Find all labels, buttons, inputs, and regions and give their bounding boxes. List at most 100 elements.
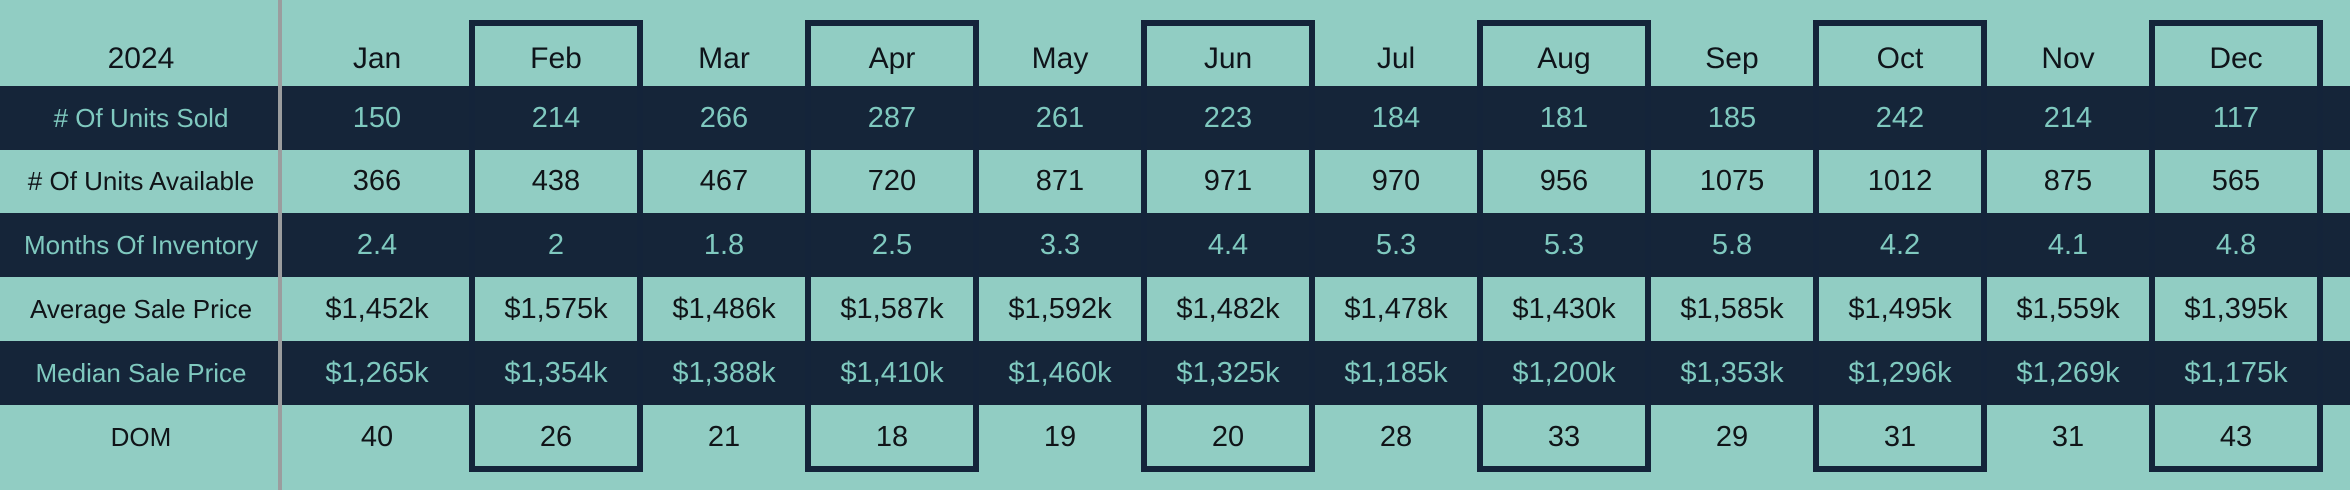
month-header-oct: Oct	[1816, 0, 1984, 86]
table-cell-average-sale-price-nov: $1,559k	[1984, 277, 2152, 341]
table-cell-of-units-sold-sep: 185	[1648, 86, 1816, 150]
month-header-jun: Jun	[1144, 0, 1312, 86]
month-header-jan: Jan	[282, 0, 472, 86]
table-cell-average-sale-price-oct: $1,495k	[1816, 277, 1984, 341]
row-filler-cell	[2320, 150, 2350, 213]
label-column-divider	[278, 0, 282, 490]
table-cell-median-sale-price-oct: $1,296k	[1816, 341, 1984, 405]
row-filler-cell	[2320, 86, 2350, 150]
table-cell-months-of-inventory-jun: 4.4	[1144, 213, 1312, 277]
table-cell-months-of-inventory-sep: 5.8	[1648, 213, 1816, 277]
table-cell-median-sale-price-apr: $1,410k	[808, 341, 976, 405]
table-cell-of-units-sold-jan: 150	[282, 86, 472, 150]
table-cell-of-units-available-mar: 467	[640, 150, 808, 213]
table-cell-dom-jul: 28	[1312, 405, 1480, 469]
month-header-may: May	[976, 0, 1144, 86]
month-header-aug: Aug	[1480, 0, 1648, 86]
row-filler-cell	[2320, 405, 2350, 469]
table-cell-average-sale-price-sep: $1,585k	[1648, 277, 1816, 341]
table-cell-median-sale-price-jul: $1,185k	[1312, 341, 1480, 405]
table-cell-of-units-available-nov: 875	[1984, 150, 2152, 213]
table-cell-of-units-sold-dec: 117	[2152, 86, 2320, 150]
table-cell-average-sale-price-may: $1,592k	[976, 277, 1144, 341]
row-label-of-units-available: # Of Units Available	[0, 150, 282, 213]
row-filler-cell	[2320, 213, 2350, 277]
table-cell-dom-dec: 43	[2152, 405, 2320, 469]
table-cell-average-sale-price-mar: $1,486k	[640, 277, 808, 341]
table-cell-median-sale-price-may: $1,460k	[976, 341, 1144, 405]
table-cell-median-sale-price-sep: $1,353k	[1648, 341, 1816, 405]
table-cell-median-sale-price-jun: $1,325k	[1144, 341, 1312, 405]
table-cell-of-units-available-dec: 565	[2152, 150, 2320, 213]
month-header-apr: Apr	[808, 0, 976, 86]
table-cell-of-units-available-jan: 366	[282, 150, 472, 213]
row-label-dom: DOM	[0, 405, 282, 469]
table-cell-of-units-sold-jul: 184	[1312, 86, 1480, 150]
table-cell-dom-nov: 31	[1984, 405, 2152, 469]
table-cell-average-sale-price-feb: $1,575k	[472, 277, 640, 341]
row-filler-cell	[2320, 341, 2350, 405]
table-cell-of-units-available-sep: 1075	[1648, 150, 1816, 213]
table-cell-dom-sep: 29	[1648, 405, 1816, 469]
table-cell-dom-apr: 18	[808, 405, 976, 469]
table-cell-median-sale-price-feb: $1,354k	[472, 341, 640, 405]
table-cell-of-units-available-may: 871	[976, 150, 1144, 213]
row-label-median-sale-price: Median Sale Price	[0, 341, 282, 405]
table-cell-of-units-available-oct: 1012	[1816, 150, 1984, 213]
table-cell-dom-feb: 26	[472, 405, 640, 469]
table-cell-of-units-sold-nov: 214	[1984, 86, 2152, 150]
table-cell-of-units-available-jun: 971	[1144, 150, 1312, 213]
table-cell-months-of-inventory-feb: 2	[472, 213, 640, 277]
table-cell-months-of-inventory-nov: 4.1	[1984, 213, 2152, 277]
table-cell-of-units-sold-apr: 287	[808, 86, 976, 150]
table-cell-of-units-available-apr: 720	[808, 150, 976, 213]
table-cell-of-units-available-aug: 956	[1480, 150, 1648, 213]
month-header-sep: Sep	[1648, 0, 1816, 86]
table-cell-average-sale-price-apr: $1,587k	[808, 277, 976, 341]
table-cell-average-sale-price-jan: $1,452k	[282, 277, 472, 341]
table-cell-months-of-inventory-aug: 5.3	[1480, 213, 1648, 277]
table-cell-months-of-inventory-jul: 5.3	[1312, 213, 1480, 277]
month-header-nov: Nov	[1984, 0, 2152, 86]
table-cell-of-units-sold-aug: 181	[1480, 86, 1648, 150]
table-cell-dom-may: 19	[976, 405, 1144, 469]
row-filler-cell	[2320, 277, 2350, 341]
table-cell-months-of-inventory-dec: 4.8	[2152, 213, 2320, 277]
header-filler-cell	[2320, 0, 2350, 86]
table-cell-months-of-inventory-oct: 4.2	[1816, 213, 1984, 277]
table-cell-median-sale-price-dec: $1,175k	[2152, 341, 2320, 405]
table-cell-average-sale-price-jul: $1,478k	[1312, 277, 1480, 341]
table-cell-dom-jan: 40	[282, 405, 472, 469]
table-cell-of-units-sold-mar: 266	[640, 86, 808, 150]
table-cell-of-units-sold-may: 261	[976, 86, 1144, 150]
table-cell-average-sale-price-jun: $1,482k	[1144, 277, 1312, 341]
table-cell-median-sale-price-nov: $1,269k	[1984, 341, 2152, 405]
year-header-cell: 2024	[0, 0, 282, 86]
table-cell-months-of-inventory-mar: 1.8	[640, 213, 808, 277]
table-cell-months-of-inventory-apr: 2.5	[808, 213, 976, 277]
table-cell-months-of-inventory-jan: 2.4	[282, 213, 472, 277]
table-cell-dom-aug: 33	[1480, 405, 1648, 469]
table-cell-of-units-available-jul: 970	[1312, 150, 1480, 213]
month-header-jul: Jul	[1312, 0, 1480, 86]
table-cell-months-of-inventory-may: 3.3	[976, 213, 1144, 277]
table-cell-of-units-available-feb: 438	[472, 150, 640, 213]
table-cell-of-units-sold-jun: 223	[1144, 86, 1312, 150]
table-cell-of-units-sold-oct: 242	[1816, 86, 1984, 150]
month-header-dec: Dec	[2152, 0, 2320, 86]
table-cell-median-sale-price-aug: $1,200k	[1480, 341, 1648, 405]
data-table: 2024 Jan Feb Mar Apr May Jun Jul Aug Sep Oct Nov Dec…	[0, 0, 2350, 469]
table-cell-median-sale-price-mar: $1,388k	[640, 341, 808, 405]
table-cell-of-units-sold-feb: 214	[472, 86, 640, 150]
table-cell-average-sale-price-aug: $1,430k	[1480, 277, 1648, 341]
table-cell-dom-mar: 21	[640, 405, 808, 469]
row-label-of-units-sold: # Of Units Sold	[0, 86, 282, 150]
table-cell-dom-oct: 31	[1816, 405, 1984, 469]
table-cell-dom-jun: 20	[1144, 405, 1312, 469]
row-label-average-sale-price: Average Sale Price	[0, 277, 282, 341]
table-cell-average-sale-price-dec: $1,395k	[2152, 277, 2320, 341]
row-label-months-of-inventory: Months Of Inventory	[0, 213, 282, 277]
table-cell-median-sale-price-jan: $1,265k	[282, 341, 472, 405]
month-header-feb: Feb	[472, 0, 640, 86]
